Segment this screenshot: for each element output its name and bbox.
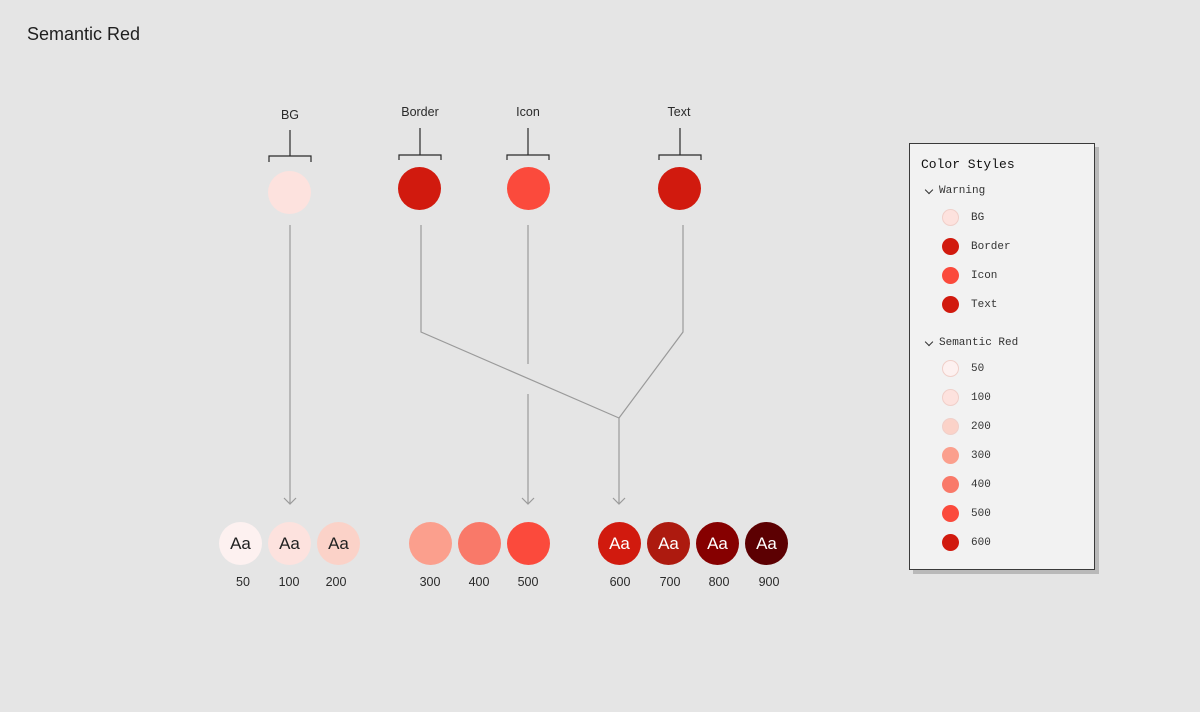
- style-item-label: 600: [971, 536, 991, 549]
- bracket-text: [658, 128, 702, 160]
- color-dot-icon: [942, 476, 959, 493]
- group-warning-label: Warning: [939, 185, 986, 197]
- style-item-warning-icon[interactable]: Icon: [942, 267, 997, 284]
- swatch-50: Aa: [219, 522, 262, 565]
- color-dot-icon: [942, 389, 959, 406]
- label-border: Border: [401, 105, 439, 119]
- color-dot-icon: [942, 238, 959, 255]
- style-item-warning-text[interactable]: Text: [942, 296, 997, 313]
- style-item-red-500[interactable]: 500: [942, 505, 991, 522]
- color-dot-icon: [942, 418, 959, 435]
- color-dot-icon: [942, 209, 959, 226]
- shade-label-200: 200: [325, 575, 347, 589]
- shade-label-900: 900: [758, 575, 780, 589]
- style-item-label: 500: [971, 507, 991, 520]
- swatch-800-sample: Aa: [707, 533, 728, 553]
- swatch-200: Aa: [317, 522, 360, 565]
- style-item-label: Icon: [971, 269, 998, 282]
- line-text: [618, 225, 684, 503]
- shade-label-400: 400: [468, 575, 490, 589]
- swatch-100: Aa: [268, 522, 311, 565]
- style-item-warning-border[interactable]: Border: [942, 238, 1011, 255]
- color-dot-icon: [942, 360, 959, 377]
- swatch-700-sample: Aa: [658, 533, 679, 553]
- swatch-900-sample: Aa: [756, 533, 777, 553]
- swatch-600-sample: Aa: [609, 533, 630, 553]
- style-item-label: 300: [971, 449, 991, 462]
- shade-label-700: 700: [659, 575, 681, 589]
- bracket-icon: [506, 128, 550, 160]
- shade-label-800: 800: [708, 575, 730, 589]
- chevron-down-icon: [924, 185, 934, 194]
- swatch-200-sample: Aa: [328, 533, 349, 553]
- style-item-red-600[interactable]: 600: [942, 534, 991, 551]
- style-item-label: Text: [971, 298, 998, 311]
- style-item-red-400[interactable]: 400: [942, 476, 991, 493]
- panel-title: Color Styles: [921, 157, 1015, 172]
- swatch-600: Aa: [598, 522, 641, 565]
- bracket-border: [398, 128, 442, 160]
- color-dot-icon: [942, 267, 959, 284]
- swatch-100-sample: Aa: [279, 533, 300, 553]
- color-dot-icon: [942, 296, 959, 313]
- style-item-red-50[interactable]: 50: [942, 360, 984, 377]
- arrow-icon: [521, 497, 535, 505]
- swatch-50-sample: Aa: [230, 533, 251, 553]
- border-dot: [398, 167, 441, 210]
- style-item-label: BG: [971, 211, 985, 224]
- swatch-300: [409, 522, 452, 565]
- swatch-500: [507, 522, 550, 565]
- swatch-400: [458, 522, 501, 565]
- line-border: [420, 225, 620, 419]
- style-item-label: Border: [971, 240, 1011, 253]
- text-dot: [658, 167, 701, 210]
- color-dot-icon: [942, 534, 959, 551]
- color-dot-icon: [942, 505, 959, 522]
- style-item-label: 200: [971, 420, 991, 433]
- style-item-red-200[interactable]: 200: [942, 418, 991, 435]
- chevron-down-icon: [924, 337, 934, 346]
- shade-label-500: 500: [517, 575, 539, 589]
- page-title: Semantic Red: [27, 24, 141, 44]
- style-item-label: 50: [971, 362, 985, 375]
- style-item-label: 400: [971, 478, 991, 491]
- style-item-label: 100: [971, 391, 991, 404]
- label-text: Text: [667, 105, 691, 119]
- arrow-text: [612, 497, 626, 505]
- group-warning-header[interactable]: Warning: [924, 185, 986, 197]
- label-icon: Icon: [516, 105, 540, 119]
- bracket-bg: [268, 130, 312, 162]
- style-item-warning-bg[interactable]: BG: [942, 209, 984, 226]
- group-semantic-red-label: Semantic Red: [939, 337, 1019, 349]
- color-styles-panel: Color Styles Warning BG Border Icon Text…: [909, 143, 1095, 570]
- shade-label-50: 50: [236, 575, 250, 589]
- style-item-red-100[interactable]: 100: [942, 389, 991, 406]
- swatch-800: Aa: [696, 522, 739, 565]
- label-bg: BG: [280, 108, 300, 122]
- style-item-red-300[interactable]: 300: [942, 447, 991, 464]
- swatch-900: Aa: [745, 522, 788, 565]
- shade-label-100: 100: [278, 575, 300, 589]
- icon-dot: [507, 167, 550, 210]
- shade-label-600: 600: [609, 575, 631, 589]
- bg-dot: [268, 171, 311, 214]
- group-semantic-red-header[interactable]: Semantic Red: [924, 337, 1019, 349]
- swatch-700: Aa: [647, 522, 690, 565]
- arrow-bg: [283, 497, 297, 505]
- shade-label-300: 300: [419, 575, 441, 589]
- color-dot-icon: [942, 447, 959, 464]
